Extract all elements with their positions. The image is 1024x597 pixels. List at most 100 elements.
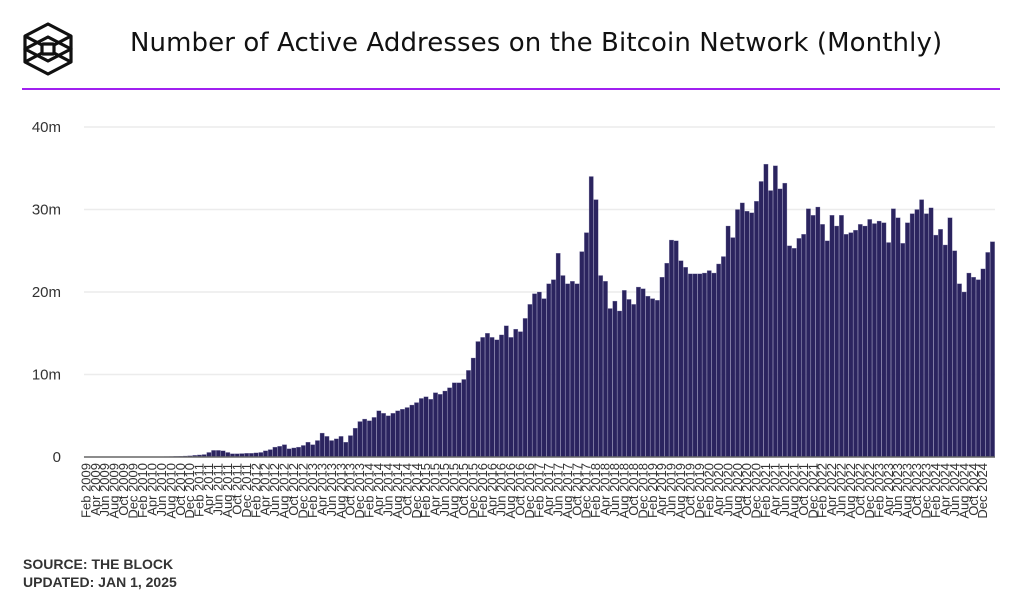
x-tick-label: Dec 2012 xyxy=(295,463,310,519)
bar xyxy=(522,318,528,458)
y-tick-label: 10m xyxy=(32,367,61,384)
bar xyxy=(503,325,509,458)
bar xyxy=(744,210,750,458)
bar xyxy=(310,444,316,458)
x-tick-label: Aug 2015 xyxy=(447,463,462,519)
x-tick-label: Aug 2016 xyxy=(503,463,518,519)
bar xyxy=(820,224,825,458)
bar xyxy=(758,181,764,458)
x-tick-label: Apr 2011 xyxy=(201,463,216,515)
x-tick-label: Dec 2019 xyxy=(692,463,707,519)
bar xyxy=(348,435,353,458)
x-tick-label: Oct 2018 xyxy=(626,463,641,516)
bar xyxy=(291,447,297,458)
x-tick-label: Oct 2023 xyxy=(909,463,924,516)
x-tick-label: Oct 2009 xyxy=(116,463,131,516)
x-tick-label: Dec 2015 xyxy=(465,463,480,519)
x-tick-label: Feb 2018 xyxy=(588,463,603,518)
bar xyxy=(541,298,547,458)
bar xyxy=(329,440,334,458)
bar xyxy=(263,450,268,458)
bar xyxy=(706,270,712,458)
x-tick-label: Aug 2021 xyxy=(786,463,801,519)
bar xyxy=(532,293,537,458)
bar xyxy=(791,248,797,458)
bar xyxy=(796,238,802,458)
bar xyxy=(697,273,703,458)
bar xyxy=(773,165,778,458)
bar xyxy=(942,244,948,458)
bar xyxy=(508,337,514,458)
bar xyxy=(428,399,434,458)
x-tick-label: Feb 2021 xyxy=(758,463,773,518)
x-tick-label: Dec 2022 xyxy=(862,463,877,519)
bar xyxy=(801,234,806,458)
bar xyxy=(754,201,759,458)
bar xyxy=(957,283,962,458)
x-tick-label: Dec 2020 xyxy=(749,463,764,519)
x-tick-label: Jun 2018 xyxy=(607,463,622,517)
bar xyxy=(452,382,457,458)
x-tick-label: Jun 2015 xyxy=(437,463,452,517)
bar xyxy=(669,239,674,458)
x-tick-label: Feb 2017 xyxy=(532,463,547,518)
bar xyxy=(442,390,448,458)
bar xyxy=(211,450,216,458)
bar xyxy=(914,209,920,458)
bar xyxy=(815,206,821,458)
x-tick-label: Apr 2018 xyxy=(598,463,613,516)
x-tick-label: Feb 2014 xyxy=(362,463,377,518)
bar xyxy=(961,291,967,458)
bar xyxy=(437,394,443,458)
title-divider xyxy=(22,88,1000,90)
bar xyxy=(636,286,641,458)
x-tick-label: Dec 2011 xyxy=(239,463,254,518)
chart-header: Number of Active Addresses on the Bitcoi… xyxy=(0,0,1024,92)
x-tick-label: Feb 2023 xyxy=(871,463,886,518)
bar xyxy=(593,199,599,458)
bar xyxy=(603,281,608,458)
bar xyxy=(456,382,462,458)
bar xyxy=(857,224,863,458)
bar xyxy=(768,190,773,458)
x-tick-label: Apr 2009 xyxy=(88,463,103,516)
bar xyxy=(980,268,986,458)
x-tick-label: Jun 2017 xyxy=(550,463,565,517)
bar xyxy=(938,229,943,458)
bar xyxy=(286,448,292,458)
x-tick-label: Oct 2015 xyxy=(456,463,471,516)
x-tick-label: Aug 2019 xyxy=(673,463,688,519)
x-tick-label: Aug 2010 xyxy=(163,463,178,519)
x-tick-label: Dec 2013 xyxy=(352,463,367,519)
x-tick-label: Dec 2017 xyxy=(579,463,594,519)
bar xyxy=(824,240,830,458)
bar xyxy=(659,276,665,458)
bar xyxy=(381,413,386,458)
bar xyxy=(985,252,991,458)
x-tick-label: Oct 2024 xyxy=(966,463,981,516)
bar xyxy=(447,387,452,458)
x-tick-label: Aug 2022 xyxy=(843,463,858,519)
bar xyxy=(702,272,707,458)
x-tick-label: Aug 2018 xyxy=(616,463,631,519)
bar xyxy=(640,288,646,458)
chart-footer: SOURCE: THE BLOCK UPDATED: JAN 1, 2025 xyxy=(23,555,177,591)
bar xyxy=(730,237,736,458)
bar xyxy=(305,441,311,458)
bar xyxy=(631,304,637,458)
bar xyxy=(612,300,618,458)
x-tick-label: Dec 2009 xyxy=(126,463,141,519)
x-tick-label: Feb 2020 xyxy=(701,463,716,518)
x-tick-label: Oct 2013 xyxy=(343,463,358,516)
bar xyxy=(409,404,415,458)
x-tick-label: Apr 2017 xyxy=(541,463,556,516)
x-tick-label: Apr 2014 xyxy=(371,463,386,516)
bar xyxy=(461,379,467,458)
x-tick-label: Apr 2021 xyxy=(768,463,783,516)
bar xyxy=(924,213,929,458)
y-tick-label: 0 xyxy=(53,449,61,466)
x-tick-label: Jun 2019 xyxy=(664,463,679,517)
bar xyxy=(621,290,627,458)
bar xyxy=(546,283,552,458)
